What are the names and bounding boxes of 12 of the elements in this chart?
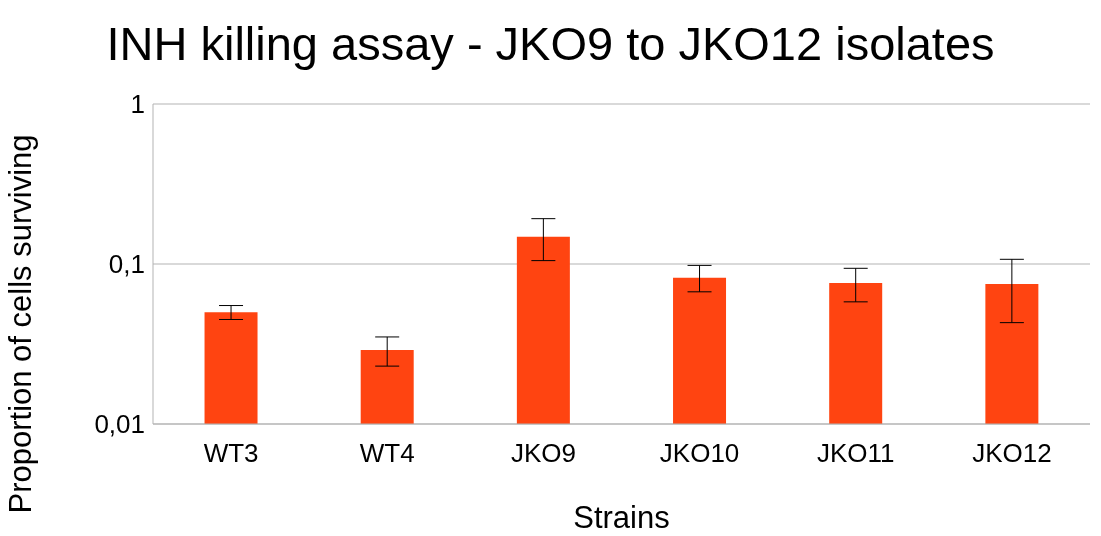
y-tick-label: 1 xyxy=(130,89,145,120)
x-tick-label: JKO10 xyxy=(659,438,740,469)
x-axis-title: Strains xyxy=(573,500,670,535)
y-tick-label: 0,1 xyxy=(108,249,145,280)
y-axis-title: Proportion of cells surviving xyxy=(3,134,39,514)
x-tick-label: JKO11 xyxy=(816,438,895,469)
x-tick-label: WT3 xyxy=(203,438,259,469)
chart-title: INH killing assay - JKO9 to JKO12 isolates xyxy=(105,16,996,72)
x-tick-label: JKO9 xyxy=(510,438,576,469)
x-tick-label: JKO12 xyxy=(972,438,1052,469)
x-tick-label: WT4 xyxy=(359,438,415,469)
y-tick-label: 0,01 xyxy=(94,409,145,440)
